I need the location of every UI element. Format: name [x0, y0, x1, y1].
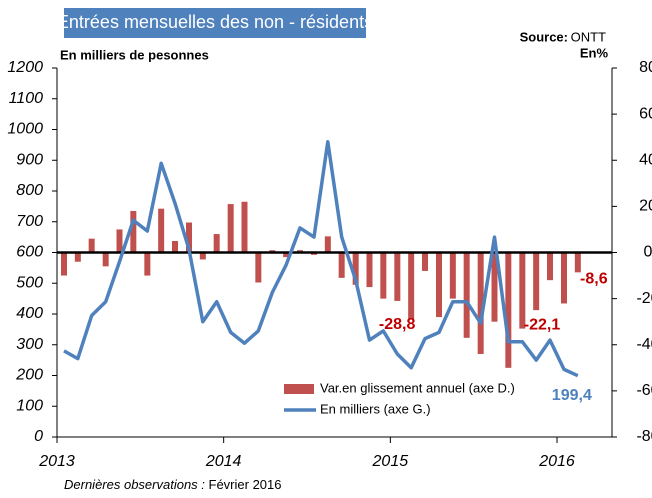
bar [88, 238, 95, 253]
bar [227, 204, 234, 253]
source: ONTT [571, 29, 606, 44]
bar [394, 252, 401, 301]
bar [491, 252, 498, 322]
bar [61, 252, 67, 276]
y-tick-label: 800 [16, 182, 43, 199]
y2-tick-label: -40 [636, 336, 652, 353]
chart-title: Entrées mensuelles des non - résidents [57, 12, 373, 32]
value-label: -28,8 [379, 316, 416, 333]
bar [144, 252, 151, 276]
legend-box [280, 378, 550, 422]
footnote: Dernières observations : Février 2016 [64, 477, 282, 492]
value-label: -8,6 [580, 271, 608, 288]
bar [533, 252, 540, 311]
bar [130, 210, 137, 253]
y-tick-label: 200 [15, 367, 43, 384]
y2-tick-label: -20 [636, 290, 652, 307]
bar [436, 252, 442, 318]
y-tick-label: 1000 [7, 121, 43, 138]
legend: Var.en glissement annuel (axe D.) En mill… [280, 378, 550, 422]
y-tick-label: 100 [16, 397, 43, 414]
bar [283, 252, 290, 258]
bar [199, 252, 206, 260]
y-tick-label: 400 [16, 305, 43, 322]
bar [380, 252, 387, 299]
legend-label: Var.en glissement annuel (axe D.) [320, 380, 515, 395]
y-tick-label: 500 [16, 274, 43, 291]
bar [338, 252, 345, 278]
bar [574, 252, 581, 273]
y-tick-label: 300 [16, 336, 43, 353]
footnote-text: Dernières observations : [64, 477, 209, 492]
bar [74, 252, 81, 262]
x-tick-label: 2013 [38, 453, 75, 470]
bar [102, 252, 109, 267]
y-tick-label: 900 [16, 151, 43, 168]
bar [352, 252, 359, 285]
footnote-date: Février 2016 [209, 477, 282, 492]
line [63, 140, 579, 378]
y2-tick-label: -60 [636, 382, 652, 399]
x-tick-label: 2014 [205, 453, 242, 470]
bar [158, 208, 165, 253]
bar [213, 234, 220, 253]
bar [172, 240, 178, 253]
y-tick-label: 1100 [9, 90, 44, 107]
y-tick-label: 600 [16, 244, 43, 261]
y-tick-label: 1200 [7, 59, 43, 76]
bar [366, 252, 373, 288]
bar [255, 252, 262, 283]
y2-label: En% [580, 45, 609, 60]
bar [561, 252, 567, 304]
bar [477, 252, 484, 354]
legend-swatch [284, 384, 314, 394]
bar [519, 252, 526, 329]
value-label: -22,1 [524, 317, 561, 334]
bar [324, 236, 331, 253]
x-tick-label: 2016 [538, 453, 575, 470]
bar [449, 252, 456, 299]
bar [186, 222, 192, 253]
y2-tick-label: -80 [636, 428, 652, 445]
x-tick-label: 2015 [372, 453, 409, 470]
source-label: Source: [520, 29, 568, 44]
y-label: En milliers de pesonnes [60, 47, 209, 62]
bar [408, 252, 415, 319]
y2-tick-label: 0 [644, 244, 652, 261]
legend-label: En milliers (axe G.) [320, 401, 431, 416]
y2-tick-label: 20 [639, 198, 652, 215]
y2-tick-label: 60 [639, 105, 652, 122]
bar [463, 252, 470, 338]
y-tick-label: 0 [34, 428, 43, 445]
value-label: 199,4 [552, 387, 592, 404]
bar [241, 201, 248, 253]
bar [422, 252, 428, 271]
bar [116, 229, 123, 253]
y-tick-label: 700 [16, 213, 43, 230]
bar [505, 252, 512, 368]
y2-tick-label: 40 [639, 151, 652, 168]
y2-tick-label: 80 [639, 59, 652, 76]
bar [547, 252, 553, 281]
title-box [64, 8, 366, 38]
